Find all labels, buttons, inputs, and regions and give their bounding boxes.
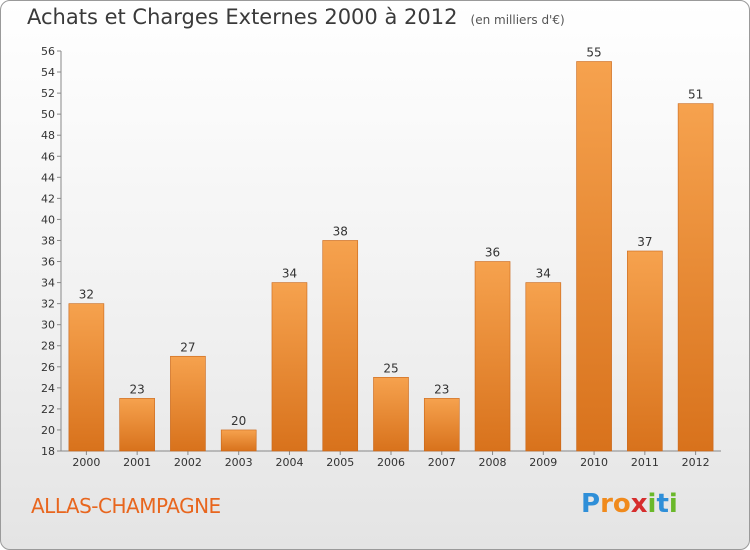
bar-value-label: 20 — [231, 414, 246, 428]
x-tick-label: 2008 — [479, 456, 507, 469]
proxiti-logo: Proxiti — [581, 489, 678, 519]
y-tick-label: 50 — [41, 108, 55, 121]
bar-2004 — [271, 282, 308, 452]
x-tick-label: 2007 — [428, 456, 456, 469]
y-tick-label: 38 — [41, 234, 55, 247]
bar-value-label: 23 — [130, 382, 145, 396]
x-tick-label: 2012 — [682, 456, 710, 469]
chart-title: Achats et Charges Externes 2000 à 2012 — [27, 5, 458, 29]
bar-2007 — [423, 398, 460, 452]
logo-letter: t — [656, 489, 669, 519]
labels: 32 2000 23 2001 27 2002 20 2003 34 2004 38 2005 25 20… — [72, 46, 709, 469]
y-tick-label: 42 — [41, 192, 55, 205]
y-tick-label: 18 — [41, 445, 55, 458]
town-name: ALLAS-CHAMPAGNE — [31, 494, 221, 518]
bar-value-label: 37 — [637, 235, 652, 249]
x-tick-label: 2004 — [275, 456, 303, 469]
y-tick-label: 34 — [41, 277, 55, 290]
bar-value-label: 36 — [485, 246, 500, 260]
bar-2009 — [525, 282, 562, 452]
y-tick-label: 52 — [41, 87, 55, 100]
y-tick-label: 54 — [41, 66, 55, 79]
bar-2006 — [373, 377, 409, 452]
y-tick-label: 46 — [41, 150, 55, 163]
y-tick-label: 20 — [41, 424, 55, 437]
bar-value-label: 32 — [79, 288, 94, 302]
y-tick-label: 26 — [41, 361, 55, 374]
bar-value-label: 34 — [536, 267, 551, 281]
logo-letter: i — [647, 489, 657, 519]
chart-unit: (en milliers d'€) — [470, 13, 565, 27]
y-tick-label: 30 — [41, 319, 55, 332]
bar-value-label: 25 — [383, 361, 398, 375]
logo-letter: o — [612, 489, 631, 519]
bar-2005 — [322, 240, 359, 452]
logo-letter: x — [630, 489, 648, 519]
bar-value-label: 27 — [180, 340, 195, 354]
y-tick-label: 36 — [41, 256, 55, 269]
title-row: Achats et Charges Externes 2000 à 2012 (… — [27, 5, 565, 29]
bar-2002 — [170, 355, 206, 452]
y-tick-label: 56 — [41, 45, 55, 58]
bar-value-label: 38 — [333, 224, 348, 238]
bars — [68, 61, 714, 452]
bar-2001 — [119, 398, 155, 452]
x-tick-label: 2010 — [580, 456, 608, 469]
bar-2011 — [627, 250, 663, 452]
x-tick-label: 2005 — [326, 456, 354, 469]
x-tick-label: 2003 — [225, 456, 253, 469]
bar-2012 — [677, 103, 714, 452]
axes: 18 20 22 24 26 28 30 32 34 36 38 40 42 44 46 48 50 52 54 56 — [41, 45, 721, 458]
bar-2010 — [576, 61, 612, 452]
y-tick-label: 44 — [41, 171, 55, 184]
logo-letter: P — [581, 489, 601, 519]
bar-2000 — [68, 303, 105, 452]
x-tick-label: 2006 — [377, 456, 405, 469]
y-tick-label: 24 — [41, 382, 55, 395]
x-tick-label: 2001 — [123, 456, 151, 469]
logo-letter: i — [668, 489, 678, 519]
x-tick-label: 2002 — [174, 456, 202, 469]
bar-value-label: 23 — [434, 382, 449, 396]
y-tick-label: 22 — [41, 403, 55, 416]
x-tick-label: 2000 — [72, 456, 100, 469]
bar-2008 — [474, 261, 511, 452]
x-tick-label: 2011 — [631, 456, 659, 469]
y-tick-label: 48 — [41, 129, 55, 142]
y-tick-label: 28 — [41, 340, 55, 353]
x-tick-label: 2009 — [529, 456, 557, 469]
y-tick-label: 40 — [41, 213, 55, 226]
logo-letter: r — [600, 489, 613, 519]
y-tick-label: 32 — [41, 298, 55, 311]
bar-value-label: 55 — [586, 46, 601, 60]
bar-value-label: 51 — [688, 88, 703, 102]
bar-2003 — [220, 429, 257, 452]
bar-value-label: 34 — [282, 267, 297, 281]
